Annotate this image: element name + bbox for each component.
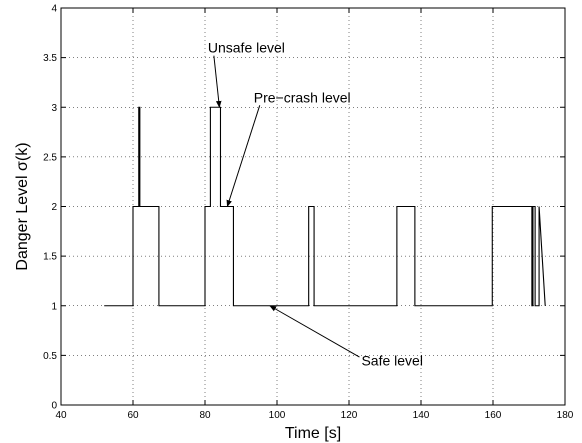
danger-level-line xyxy=(104,107,545,306)
y-tick-label: 3.5 xyxy=(43,53,57,64)
x-axis-label: Time [s] xyxy=(285,425,341,442)
y-tick-label: 3 xyxy=(51,103,57,114)
y-tick-label: 0 xyxy=(51,401,57,412)
y-axis-label: Danger Level σ(k) xyxy=(14,142,31,270)
annotation-arrow xyxy=(270,306,360,357)
x-tick-label: 120 xyxy=(341,410,358,421)
y-tick-label: 2 xyxy=(51,202,57,213)
y-tick-label: 1 xyxy=(51,301,57,312)
x-tick-label: 40 xyxy=(55,410,67,421)
x-tick-label: 100 xyxy=(269,410,286,421)
annotation-label: Unsafe level xyxy=(208,40,285,56)
x-tick-label: 160 xyxy=(485,410,502,421)
annotation-arrow xyxy=(227,105,259,206)
y-tick-label: 4 xyxy=(51,4,57,15)
annotations: Unsafe level Pre−crash level Safe level xyxy=(208,40,423,369)
series-group xyxy=(104,107,545,306)
x-tick-label: 60 xyxy=(127,410,139,421)
y-tick-label: 2.5 xyxy=(43,152,57,163)
y-tick-label: 1.5 xyxy=(43,252,57,263)
annotation-label: Pre−crash level xyxy=(254,89,351,105)
x-tick-label: 140 xyxy=(413,410,430,421)
y-tick-label: 0.5 xyxy=(43,351,57,362)
x-tick-label: 80 xyxy=(199,410,211,421)
x-tick-label: 180 xyxy=(557,410,574,421)
annotation-label: Safe level xyxy=(361,352,422,368)
annotation-arrow xyxy=(214,56,220,108)
